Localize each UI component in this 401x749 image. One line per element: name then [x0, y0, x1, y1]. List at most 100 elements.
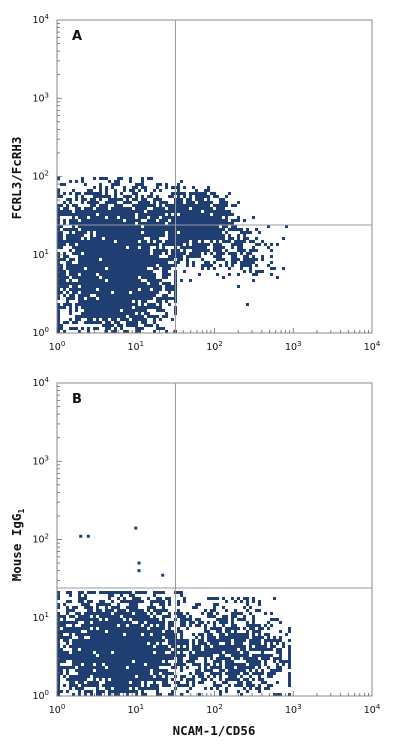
- event-dot: [141, 660, 144, 663]
- event-dot: [72, 321, 75, 324]
- event-dot: [213, 237, 216, 240]
- event-dot: [114, 657, 117, 660]
- event-dot: [189, 192, 192, 195]
- event-dot: [168, 195, 171, 198]
- event-dot: [78, 216, 81, 219]
- event-dot: [72, 252, 75, 255]
- event-dot: [126, 270, 129, 273]
- event-dot: [159, 189, 162, 192]
- event-dot: [105, 591, 108, 594]
- event-dot: [96, 294, 99, 297]
- event-dot: [120, 273, 123, 276]
- event-dot: [111, 315, 114, 318]
- event-dot: [72, 264, 75, 267]
- event-dot: [99, 243, 102, 246]
- event-dot: [177, 255, 180, 258]
- event-dot: [75, 288, 78, 291]
- event-dot: [189, 237, 192, 240]
- event-dot: [150, 225, 153, 228]
- event-dot: [153, 228, 156, 231]
- event-dot: [162, 258, 165, 261]
- event-dot: [129, 189, 132, 192]
- event-dot: [114, 288, 117, 291]
- event-dot: [249, 252, 252, 255]
- event-dot: [135, 303, 138, 306]
- event-dot: [201, 243, 204, 246]
- event-dot: [90, 291, 93, 294]
- event-dot: [96, 282, 99, 285]
- event-dot: [147, 315, 150, 318]
- event-dot: [105, 219, 108, 222]
- event-dot: [204, 210, 207, 213]
- event-dot: [102, 240, 105, 243]
- event-dot: [234, 204, 237, 207]
- event-dot: [69, 267, 72, 270]
- event-dot: [144, 207, 147, 210]
- event-dot: [117, 231, 120, 234]
- event-dot: [183, 207, 186, 210]
- event-dot: [237, 237, 240, 240]
- event-dot: [120, 318, 123, 321]
- event-dot: [96, 237, 99, 240]
- event-dot: [192, 207, 195, 210]
- event-dot: [198, 246, 201, 249]
- event-dot: [81, 279, 84, 282]
- event-dot: [216, 207, 219, 210]
- event-dot: [168, 267, 171, 270]
- event-dot: [252, 258, 255, 261]
- event-dot: [138, 243, 141, 246]
- event-dot: [90, 207, 93, 210]
- event-dot: [96, 219, 99, 222]
- event-dot: [156, 243, 159, 246]
- event-dot: [102, 285, 105, 288]
- event-dot: [120, 231, 123, 234]
- event-dot: [207, 195, 210, 198]
- event-dot: [240, 240, 243, 243]
- event-dot: [195, 243, 198, 246]
- event-dot: [225, 261, 228, 264]
- event-dot: [90, 642, 93, 645]
- event-dot: [177, 216, 180, 219]
- event-dot: [105, 318, 108, 321]
- event-dot: [117, 276, 120, 279]
- event-dot: [81, 216, 84, 219]
- event-dot: [171, 210, 174, 213]
- event-dot: [75, 327, 78, 330]
- y-tick-label: 103: [32, 91, 49, 104]
- event-dot: [108, 216, 111, 219]
- event-dot: [201, 234, 204, 237]
- event-dot: [159, 285, 162, 288]
- event-dot: [114, 198, 117, 201]
- event-dot: [201, 240, 204, 243]
- event-dot: [117, 315, 120, 318]
- event-dot: [69, 192, 72, 195]
- event-dot: [96, 225, 99, 228]
- event-dot: [57, 309, 60, 312]
- event-dot: [72, 288, 75, 291]
- event-dot: [171, 195, 174, 198]
- event-dot: [150, 276, 153, 279]
- event-dot: [57, 270, 60, 273]
- event-dot: [81, 270, 84, 273]
- event-dot: [114, 183, 117, 186]
- event-dot: [57, 312, 60, 315]
- event-dot: [213, 246, 216, 249]
- event-dot: [204, 216, 207, 219]
- event-dot: [120, 594, 123, 597]
- event-dot: [147, 297, 150, 300]
- event-dot: [123, 600, 126, 603]
- event-dot: [90, 261, 93, 264]
- event-dot: [111, 276, 114, 279]
- event-dot: [186, 264, 189, 267]
- event-dot: [243, 255, 246, 258]
- event-dot: [63, 258, 66, 261]
- event-dot: [81, 264, 84, 267]
- event-dot: [222, 201, 225, 204]
- event-dot: [201, 258, 204, 261]
- event-dot: [123, 294, 126, 297]
- event-dot: [132, 297, 135, 300]
- event-dot: [141, 255, 144, 258]
- event-dot: [147, 324, 150, 327]
- event-dot: [126, 318, 129, 321]
- event-dot: [123, 297, 126, 300]
